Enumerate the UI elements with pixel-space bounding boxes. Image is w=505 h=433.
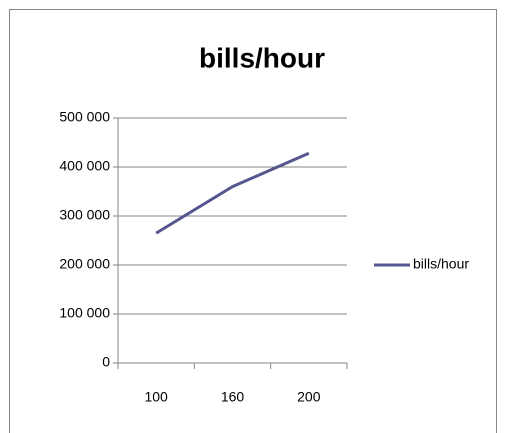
chart-border: [9, 9, 497, 433]
x-tick-label: 160: [221, 389, 245, 405]
y-tick-label: 500 000: [59, 109, 110, 125]
series-line: [155, 151, 310, 235]
y-tick-label: 400 000: [59, 158, 110, 174]
y-tick-label: 0: [102, 354, 110, 370]
y-tick-label: 200 000: [59, 256, 110, 272]
legend-label: bills/hour: [413, 256, 469, 272]
x-tick-label: 200: [297, 389, 321, 405]
y-tick-label: 300 000: [59, 207, 110, 223]
chart-title: bills/hour: [199, 42, 325, 73]
x-tick-label: 100: [144, 389, 168, 405]
y-tick-label: 100 000: [59, 305, 110, 321]
